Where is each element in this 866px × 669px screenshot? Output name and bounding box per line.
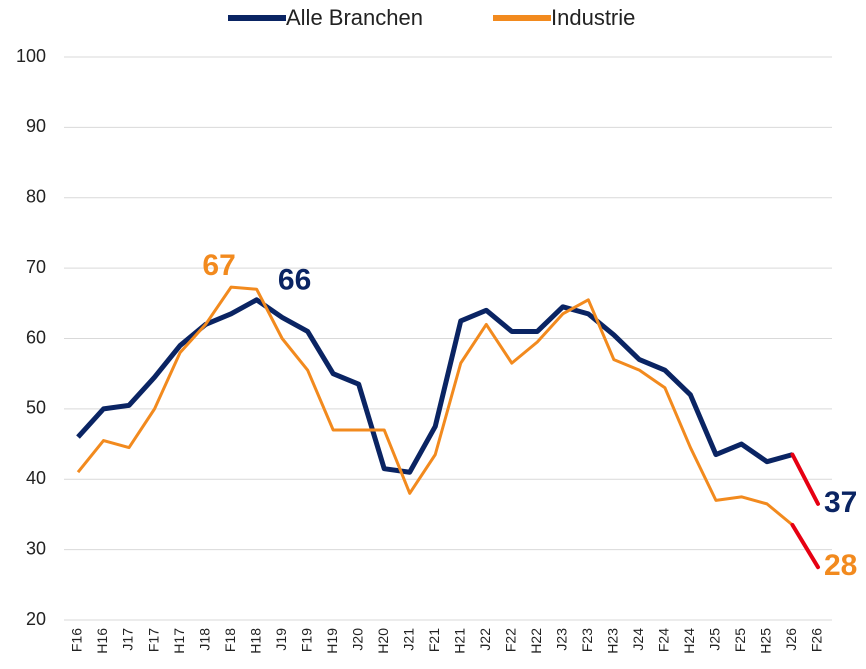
y-tick-label: 60: [26, 327, 46, 347]
y-tick-label: 90: [26, 116, 46, 136]
x-tick-label: J26: [783, 628, 799, 651]
x-tick-label: H17: [171, 628, 187, 654]
x-tick-label: F16: [69, 628, 85, 652]
x-tick-label: F25: [732, 628, 748, 652]
series-line: [76, 297, 794, 475]
x-tick-label: J18: [196, 628, 212, 651]
y-tick-label: 50: [26, 398, 46, 418]
x-tick-label: J17: [120, 628, 136, 651]
series-line: [76, 285, 794, 527]
x-tick-label: J19: [273, 628, 289, 651]
y-tick-label: 40: [26, 468, 46, 488]
forecast-segment: [790, 452, 820, 506]
legend-label: Alle Branchen: [286, 5, 423, 30]
x-tick-label: F17: [145, 628, 161, 652]
x-tick-label: J21: [400, 628, 416, 651]
data-label: 28: [824, 549, 857, 582]
x-tick-label: H18: [247, 628, 263, 654]
x-tick-label: H25: [758, 628, 774, 654]
x-tick-label: F22: [502, 628, 518, 652]
x-tick-label: F21: [426, 628, 442, 652]
x-tick-label: J22: [477, 628, 493, 651]
data-label: 37: [824, 486, 857, 519]
legend-label: Industrie: [551, 5, 635, 30]
x-tick-label: F26: [809, 628, 825, 652]
x-tick-label: H22: [528, 628, 544, 654]
x-tick-label: J24: [630, 628, 646, 651]
data-label: 67: [202, 249, 235, 282]
x-tick-label: H19: [324, 628, 340, 654]
y-tick-label: 30: [26, 538, 46, 558]
x-tick-label: J25: [707, 628, 723, 651]
data-label: 66: [278, 264, 311, 297]
y-tick-label: 80: [26, 187, 46, 207]
y-tick-label: 70: [26, 257, 46, 277]
x-tick-label: H24: [681, 628, 697, 654]
x-tick-label: J20: [349, 628, 365, 651]
x-tick-label: F23: [579, 628, 595, 652]
forecast-segment: [790, 522, 820, 570]
y-tick-label: 100: [16, 46, 46, 66]
x-tick-label: H20: [375, 628, 391, 654]
y-tick-label: 20: [26, 609, 46, 629]
x-tick-label: F18: [222, 628, 238, 652]
x-tick-label: H23: [605, 628, 621, 654]
x-tick-label: F24: [656, 628, 672, 652]
x-tick-label: H16: [94, 628, 110, 654]
x-tick-label: H21: [451, 628, 467, 654]
x-tick-label: F19: [298, 628, 314, 652]
x-tick-label: J23: [554, 628, 570, 651]
